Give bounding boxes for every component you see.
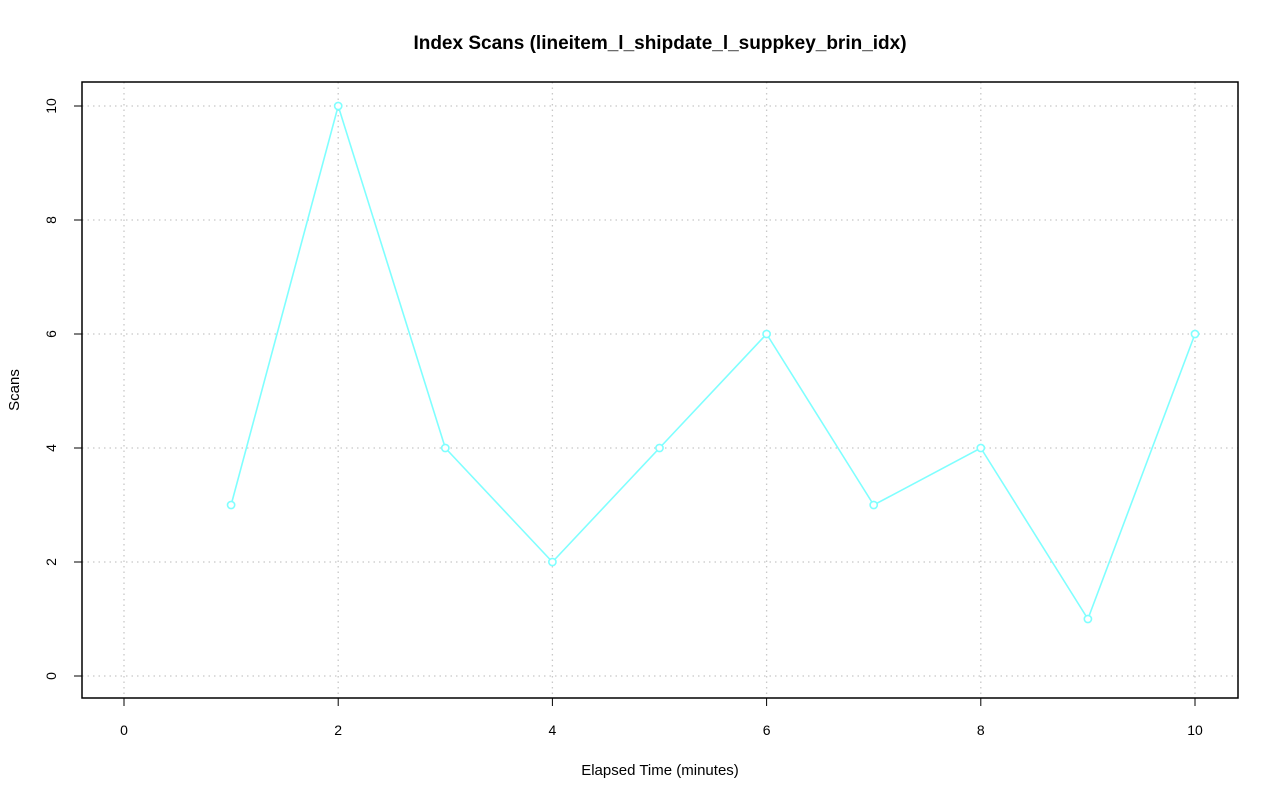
data-point [1083,614,1093,624]
y-tick-label: 2 [43,558,59,566]
y-tick-label: 8 [43,216,59,224]
data-point [655,443,664,453]
plot-frame [81,81,1239,699]
x-axis: 0 2 4 6 8 10 [120,698,1203,738]
series-group [226,101,1200,624]
x-tick-label: 4 [549,722,557,738]
chart-title: Index Scans (lineitem_l_shipdate_l_suppk… [413,33,906,54]
x-tick-label: 0 [120,722,128,738]
data-point [976,443,986,453]
x-tick-label: 8 [977,722,985,738]
series-line [230,103,1196,621]
y-tick-label: 0 [43,672,59,680]
data-point [762,329,771,339]
x-tick-label: 6 [763,722,771,738]
y-axis-label: Scans [6,369,23,411]
grid-lines [82,82,1238,698]
y-axis: 0 2 4 6 8 10 [43,98,82,680]
y-tick-label: 4 [43,444,59,452]
y-tick-label: 10 [43,98,59,114]
data-point [440,443,450,453]
data-point [1190,329,1200,339]
x-axis-label: Elapsed Time (minutes) [581,762,739,779]
y-tick-label: 6 [43,330,59,338]
data-point [869,500,879,510]
data-point [548,557,557,567]
x-tick-label: 10 [1187,722,1203,738]
data-point [226,500,236,510]
data-point [333,101,343,111]
x-tick-label: 2 [334,722,342,738]
